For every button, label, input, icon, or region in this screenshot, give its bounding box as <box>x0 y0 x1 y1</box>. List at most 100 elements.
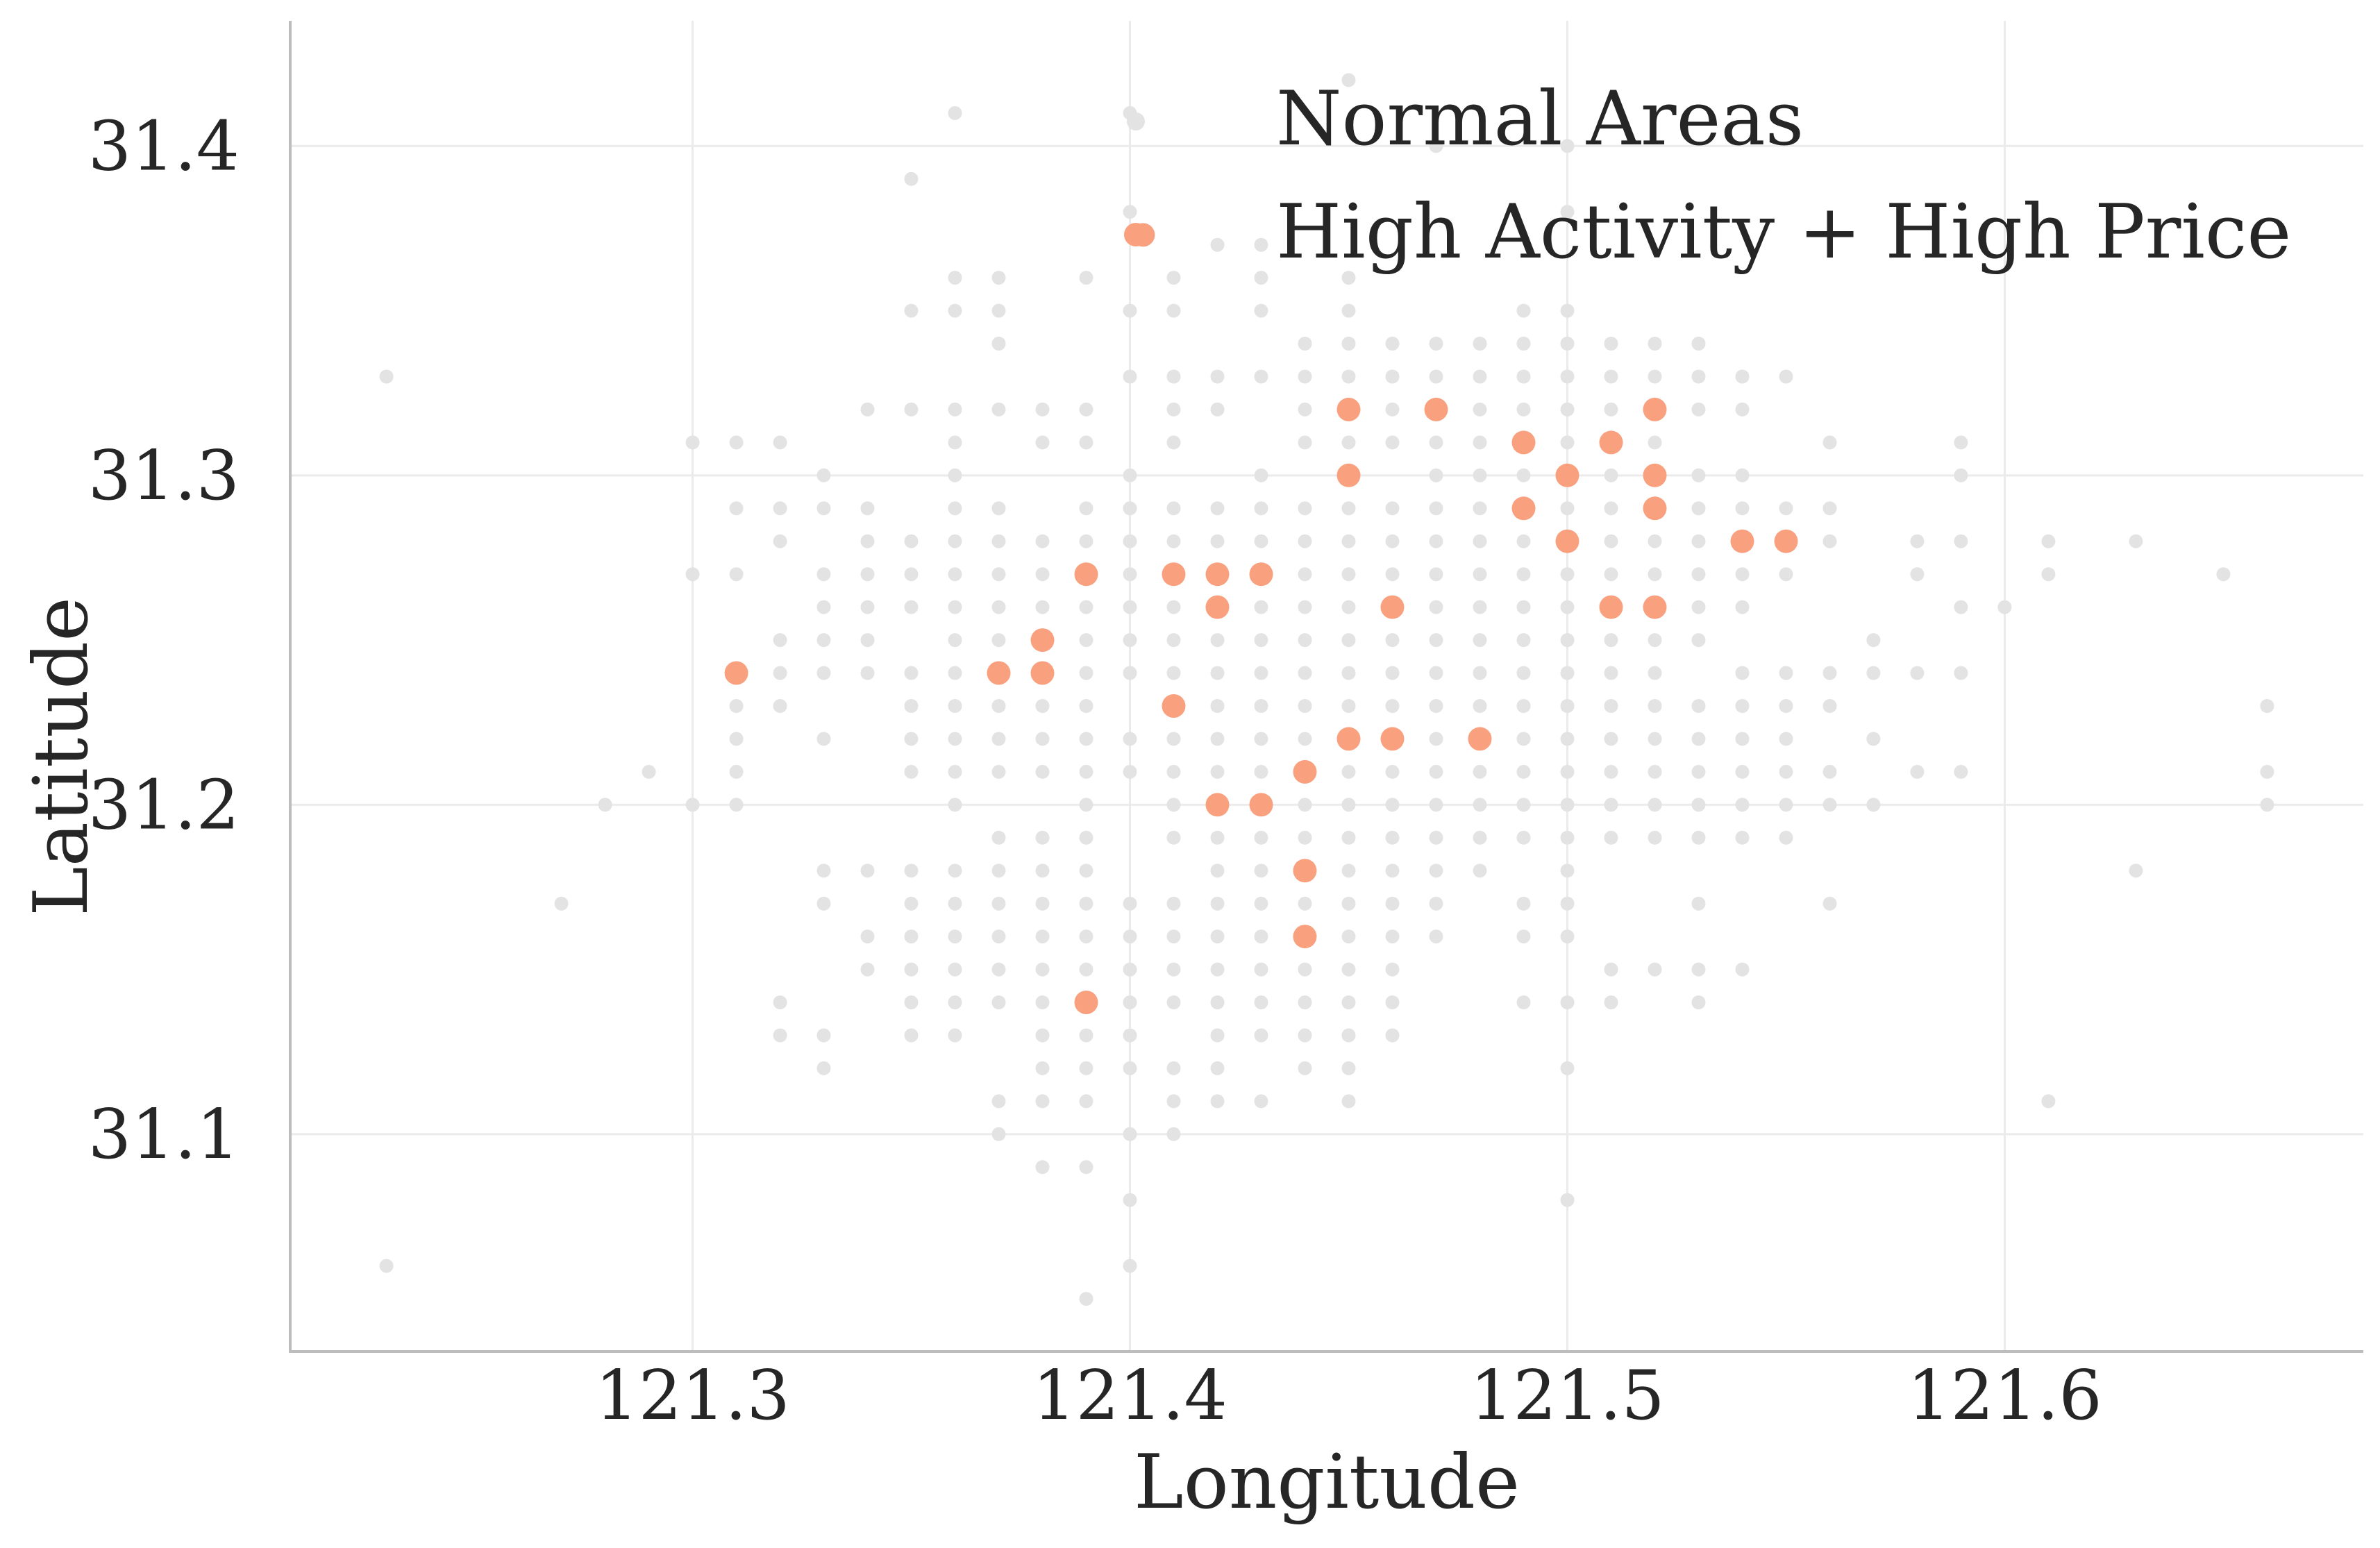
normal-area-point <box>1560 567 1575 582</box>
normal-area-point <box>1822 435 1837 450</box>
legend: Normal Areas High Activity + High Price <box>1124 76 2291 276</box>
normal-area-point <box>1254 896 1268 911</box>
normal-area-point <box>991 1094 1006 1109</box>
normal-area-point <box>1735 962 1750 977</box>
normal-area-point <box>1735 369 1750 384</box>
normal-area-point <box>1429 764 1443 779</box>
normal-area-point <box>1691 402 1706 417</box>
normal-area-point <box>816 567 831 582</box>
normal-area-point <box>904 732 919 746</box>
normal-area-point <box>1341 995 1356 1009</box>
high-activity-point <box>1774 529 1798 553</box>
legend-marker-normal <box>1127 112 1145 131</box>
x-tick-label: 121.4 <box>1032 1356 1227 1436</box>
normal-area-point <box>1254 830 1268 845</box>
normal-area-point <box>816 896 831 911</box>
normal-area-point <box>1079 830 1093 845</box>
normal-area-point <box>1429 139 1443 153</box>
normal-area-point <box>729 435 744 450</box>
normal-area-point <box>1429 896 1443 911</box>
high-activity-point <box>1599 430 1623 455</box>
normal-area-point <box>1035 995 1050 1009</box>
normal-area-point <box>1123 666 1137 680</box>
high-activity-point <box>1643 595 1667 619</box>
normal-area-point <box>1254 468 1268 482</box>
normal-area-point <box>1341 501 1356 516</box>
normal-area-point <box>991 337 1006 351</box>
x-tick-label: 121.6 <box>1907 1356 2102 1436</box>
normal-area-point <box>1341 1094 1356 1109</box>
normal-area-point <box>1648 633 1662 648</box>
normal-area-point <box>904 534 919 548</box>
normal-area-point <box>991 995 1006 1009</box>
normal-area-point <box>1560 402 1575 417</box>
normal-area-point <box>860 633 875 648</box>
normal-area-point <box>1341 73 1356 87</box>
normal-area-point <box>1079 962 1093 977</box>
normal-area-point <box>1035 962 1050 977</box>
normal-area-point <box>1123 1061 1137 1075</box>
normal-area-point <box>1516 567 1531 582</box>
normal-area-point <box>948 732 962 746</box>
normal-area-point <box>1560 995 1575 1009</box>
normal-area-point <box>1035 699 1050 713</box>
normal-area-point <box>991 699 1006 713</box>
normal-area-point <box>1473 567 1487 582</box>
normal-area-point <box>1123 468 1137 482</box>
normal-area-point <box>904 402 919 417</box>
normal-area-point <box>1385 633 1400 648</box>
normal-area-point <box>1473 633 1487 648</box>
normal-area-point <box>1822 666 1837 680</box>
normal-area-point <box>1691 830 1706 845</box>
normal-area-point <box>1516 534 1531 548</box>
normal-area-point <box>1035 732 1050 746</box>
normal-area-point <box>1035 1094 1050 1109</box>
normal-area-point <box>1604 534 1618 548</box>
high-activity-point <box>1730 529 1754 553</box>
normal-area-point <box>773 995 787 1009</box>
normal-area-point <box>816 864 831 878</box>
normal-area-point <box>1779 369 1793 384</box>
normal-area-point <box>1123 962 1137 977</box>
normal-area-point <box>1473 764 1487 779</box>
normal-area-point <box>773 633 787 648</box>
normal-area-point <box>904 171 919 186</box>
normal-area-point <box>1123 567 1137 582</box>
normal-area-point <box>1385 402 1400 417</box>
normal-area-point <box>1473 337 1487 351</box>
normal-area-point <box>948 995 962 1009</box>
normal-area-point <box>1210 666 1225 680</box>
normal-area-point <box>1516 764 1531 779</box>
normal-area-point <box>1516 798 1531 812</box>
normal-area-point <box>1079 798 1093 812</box>
normal-area-point <box>1429 600 1443 614</box>
normal-area-point <box>860 929 875 944</box>
normal-area-point <box>2129 534 2143 548</box>
normal-area-point <box>1298 369 1312 384</box>
normal-area-point <box>1254 962 1268 977</box>
normal-area-point <box>1298 501 1312 516</box>
normal-area-point <box>904 600 919 614</box>
normal-area-point <box>1385 864 1400 878</box>
normal-area-point <box>729 798 744 812</box>
normal-area-point <box>1166 369 1181 384</box>
normal-area-point <box>1691 896 1706 911</box>
normal-area-point <box>904 666 919 680</box>
normal-area-point <box>1123 600 1137 614</box>
normal-area-point <box>1604 699 1618 713</box>
normal-area-point <box>948 798 962 812</box>
normal-area-point <box>1035 567 1050 582</box>
normal-area-point <box>991 732 1006 746</box>
normal-area-point <box>2260 699 2274 713</box>
normal-area-point <box>1341 567 1356 582</box>
normal-area-point <box>1429 929 1443 944</box>
normal-area-point <box>1779 666 1793 680</box>
normal-area-point <box>1473 435 1487 450</box>
normal-area-point <box>1254 237 1268 252</box>
normal-area-point <box>1385 798 1400 812</box>
normal-area-point <box>1560 830 1575 845</box>
normal-area-point <box>1341 764 1356 779</box>
normal-area-point <box>1166 929 1181 944</box>
normal-area-point <box>991 929 1006 944</box>
normal-area-point <box>1298 633 1312 648</box>
